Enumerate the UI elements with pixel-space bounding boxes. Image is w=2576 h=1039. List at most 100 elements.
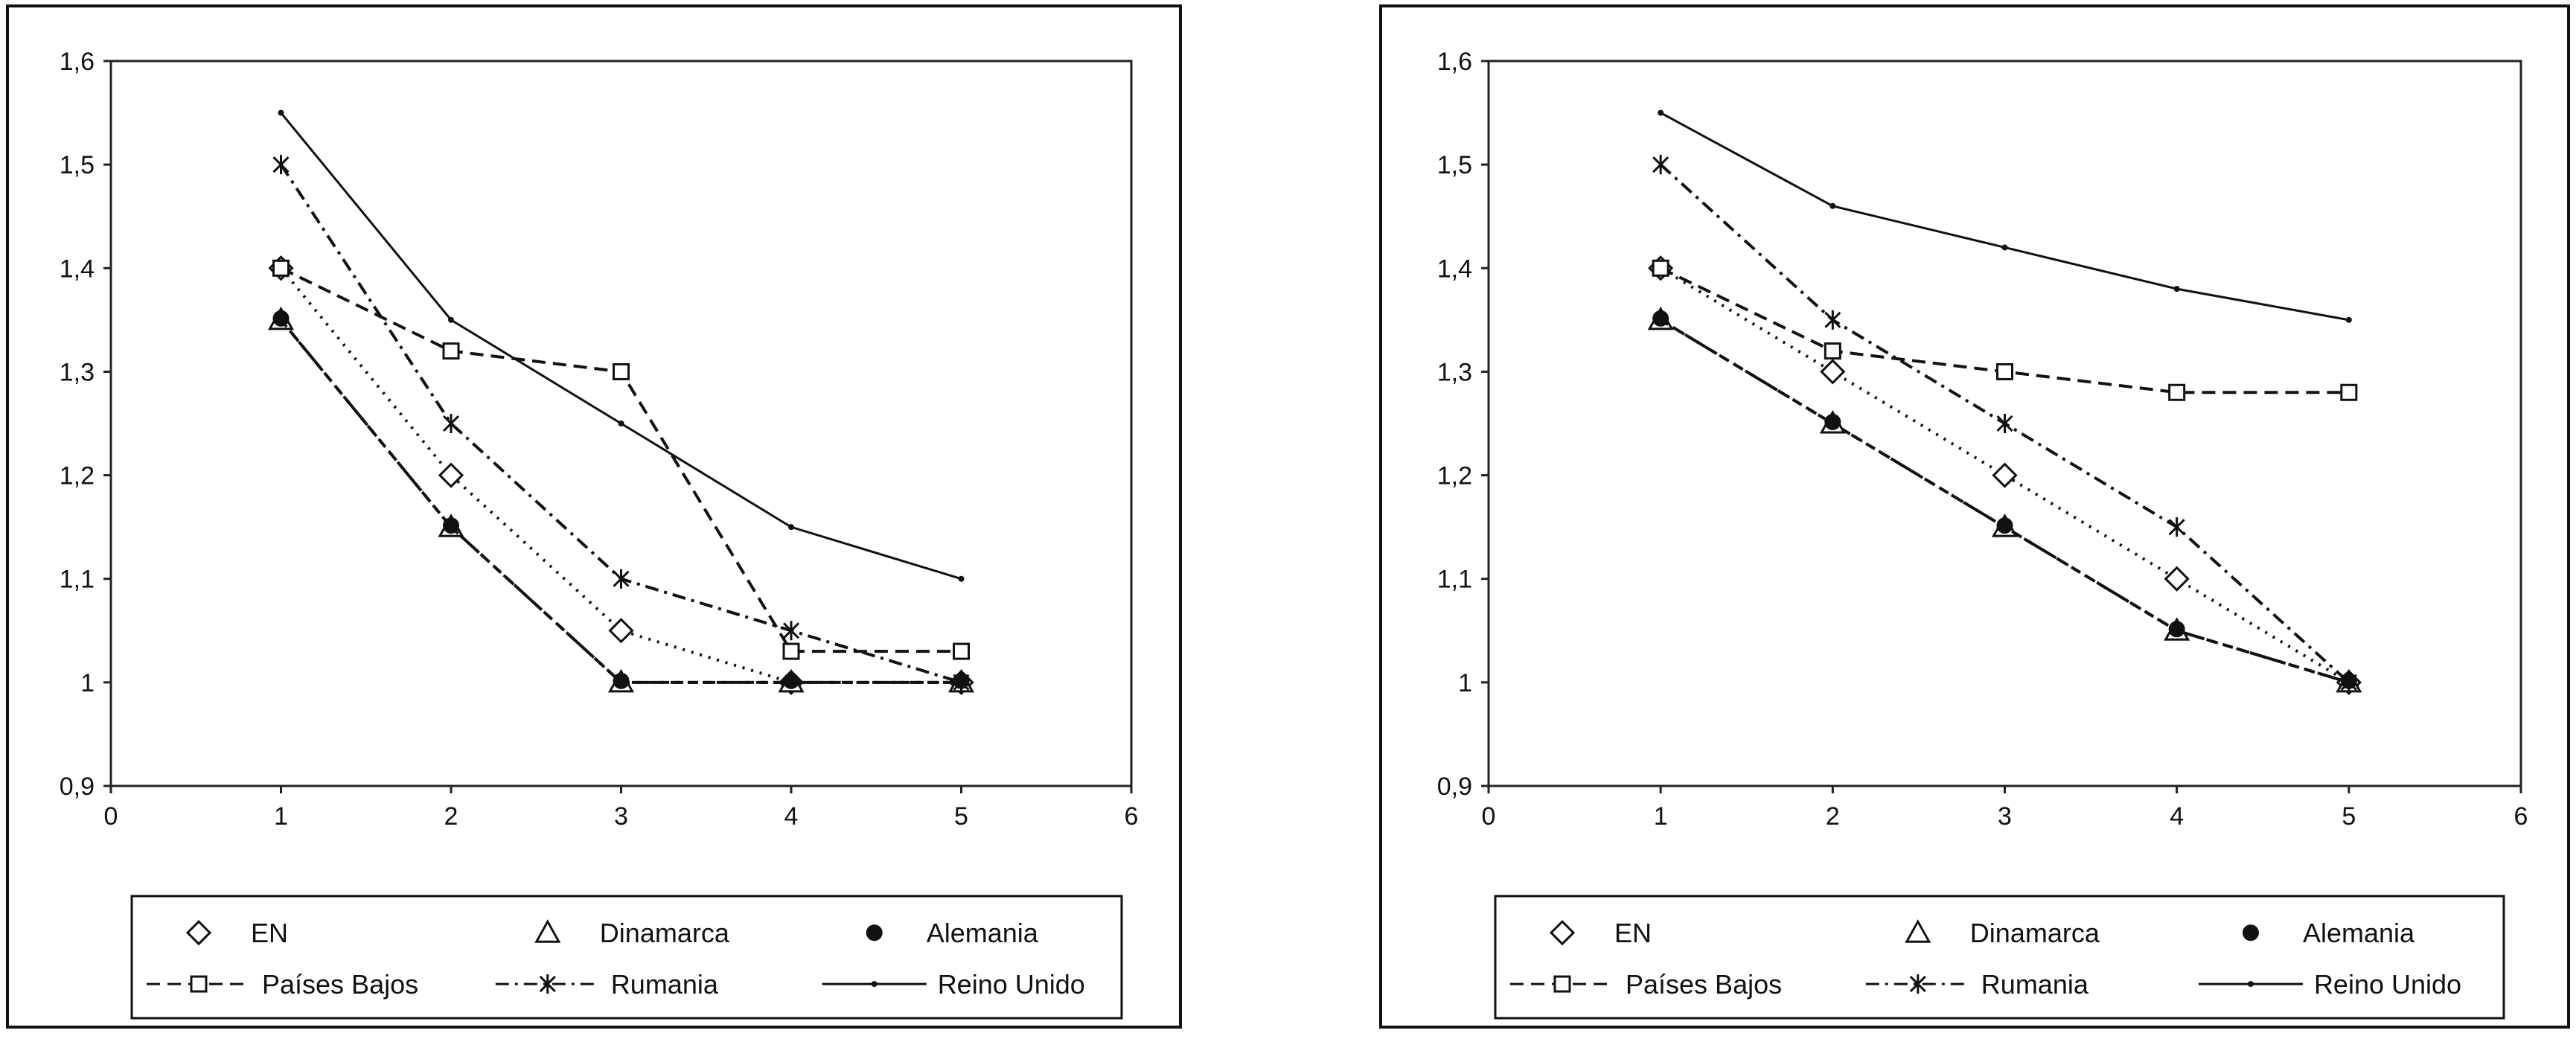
y-tick-label: 1,6 [1437, 48, 1472, 76]
data-point [2168, 383, 2186, 401]
data-point [2340, 383, 2358, 401]
legend-label: EN [1614, 918, 1652, 948]
data-point [1820, 359, 1846, 385]
data-point [2168, 621, 2185, 638]
legend-item: Dinamarca [1905, 918, 2100, 948]
data-point [613, 362, 630, 380]
data-point [448, 316, 454, 323]
x-tick-label: 6 [1125, 802, 1139, 831]
legend-box [130, 895, 1123, 1020]
legend-marker [190, 975, 208, 993]
data-point [2173, 286, 2180, 292]
data-point [1652, 259, 1669, 277]
y-tick-label: 1,4 [1437, 255, 1472, 283]
legend-label: Dinamarca [1970, 918, 2100, 948]
data-point [272, 310, 290, 327]
legend-marker [1553, 975, 1571, 993]
y-tick-label: 1,5 [1437, 151, 1472, 179]
data-point [443, 517, 459, 534]
legend-item: Países Bajos [1510, 969, 1782, 1000]
data-point [278, 109, 284, 116]
series-line [1660, 112, 2350, 322]
x-tick-label: 2 [1826, 802, 1840, 831]
series-paises-bajos [272, 259, 970, 660]
x-tick-label: 1 [274, 802, 288, 831]
data-point [613, 672, 630, 689]
x-tick-label: 0 [1482, 802, 1496, 831]
legend-item: Reino Unido [822, 969, 1085, 1000]
legend-marker [871, 981, 878, 988]
legend-label: EN [251, 918, 288, 948]
x-tick-label: 0 [104, 802, 118, 831]
y-tick-label: 1,1 [1437, 566, 1472, 594]
data-point [788, 524, 794, 531]
data-point [1652, 310, 1669, 327]
legend-marker [1909, 974, 1926, 994]
legend-marker [866, 924, 883, 942]
data-point [782, 621, 800, 641]
y-tick-label: 1,6 [60, 48, 95, 76]
y-tick-label: 1,1 [60, 566, 95, 594]
legend-marker [2247, 981, 2254, 988]
line-chart-right: 0,9 1 1,1 1,2 1,3 1,4 1,5 1,6 0 1 2 3 4 5 6 EN Dinamarca… [1437, 48, 2528, 1020]
legend-item: Alemania [866, 918, 1039, 948]
data-point [1992, 462, 2018, 488]
x-tick-label: 4 [784, 802, 799, 831]
series-line [280, 112, 962, 581]
data-point [2340, 672, 2357, 692]
y-tick-label: 1 [80, 669, 95, 697]
y-tick-label: 1,4 [60, 255, 95, 283]
data-point [1652, 155, 1669, 175]
data-point [1996, 517, 2013, 534]
x-tick-label: 6 [2514, 802, 2528, 831]
chart-panel-left: 0,9 1 1,1 1,2 1,3 1,4 1,5 1,6 0 1 2 3 4 5 6 EN Dinamarca… [6, 4, 1182, 1029]
y-tick-label: 0,9 [1437, 773, 1472, 801]
data-point [272, 155, 290, 175]
legend-item: Reino Unido [2198, 969, 2461, 1000]
series-rumania [1652, 155, 2357, 692]
series-reino-unido [278, 109, 965, 582]
data-point [613, 569, 630, 589]
x-tick-label: 5 [2342, 802, 2356, 831]
legend-item: Alemania [2242, 918, 2415, 948]
y-tick-label: 1 [1458, 669, 1472, 697]
series-line [280, 266, 962, 653]
legend-marker [539, 974, 556, 994]
data-point [1996, 362, 2013, 380]
data-point [1658, 109, 1664, 116]
y-tick-label: 1,3 [60, 358, 95, 386]
x-tick-label: 2 [444, 802, 458, 831]
data-point [442, 414, 460, 433]
legend-box [1494, 895, 2505, 1020]
y-tick-label: 1,2 [60, 462, 95, 490]
data-point [1829, 202, 1836, 209]
chart-panel-right: 0,9 1 1,1 1,2 1,3 1,4 1,5 1,6 0 1 2 3 4 5 6 EN Dinamarca… [1379, 4, 2570, 1029]
x-tick-label: 1 [1654, 802, 1668, 831]
data-point [2001, 244, 2008, 251]
x-tick-label: 3 [614, 802, 628, 831]
series-reino-unido [1658, 109, 2352, 323]
legend-label: Dinamarca [600, 918, 730, 948]
data-point [953, 642, 970, 660]
series-en [268, 255, 974, 695]
legend-label: Reino Unido [938, 969, 1085, 1000]
legend-marker [1905, 919, 1931, 943]
data-point [2164, 566, 2190, 592]
data-point [618, 421, 624, 426]
data-point [782, 642, 800, 660]
legend-marker [1549, 920, 1576, 946]
data-point [958, 575, 965, 582]
legend-label: Reino Unido [2314, 969, 2461, 1000]
legend-item: EN [185, 918, 288, 948]
data-point [783, 672, 799, 689]
data-point [608, 618, 634, 644]
legend-item: Dinamarca [534, 918, 730, 948]
x-tick-label: 5 [954, 802, 968, 831]
series-paises-bajos [1652, 259, 2358, 401]
legend-label: Países Bajos [262, 969, 418, 1000]
legend-label: Rumania [1981, 969, 2089, 1000]
legend-label: Alemania [2303, 918, 2415, 948]
data-point [1824, 342, 1841, 360]
legend-label: Países Bajos [1626, 969, 1782, 1000]
y-tick-label: 1,5 [60, 151, 95, 179]
